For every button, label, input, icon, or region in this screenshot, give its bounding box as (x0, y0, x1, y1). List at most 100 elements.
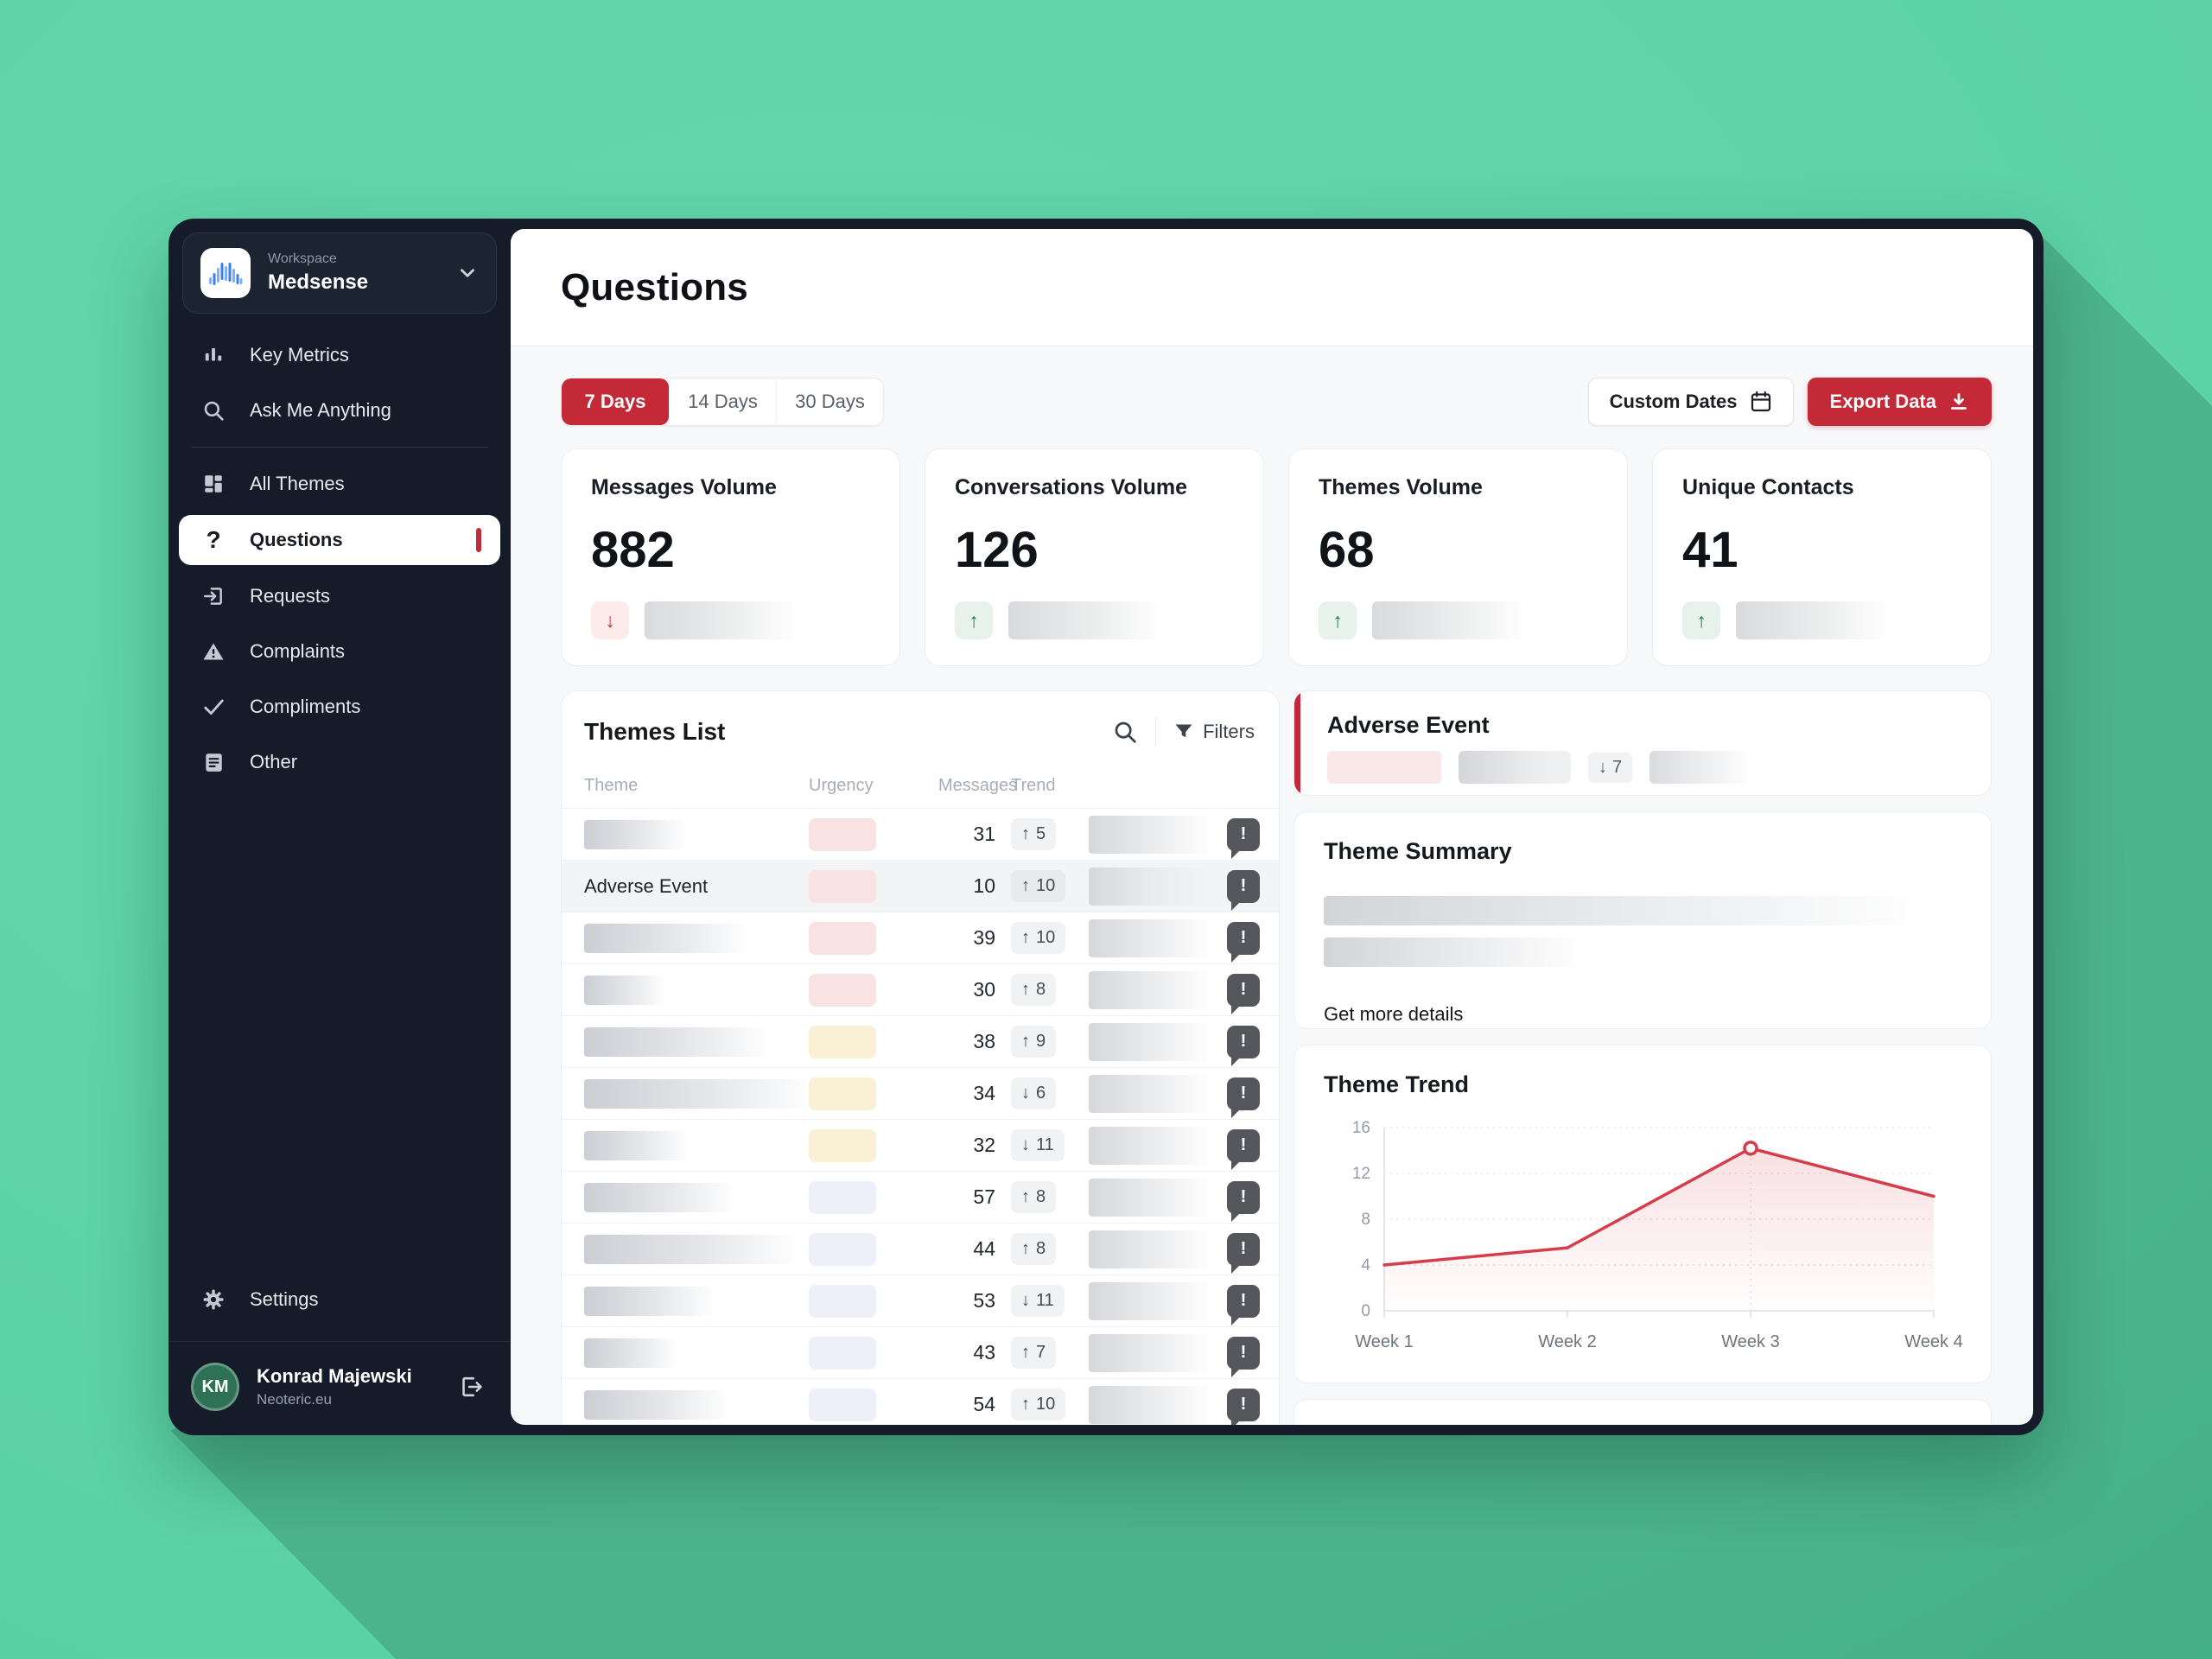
sidebar-item-all-themes[interactable]: All Themes (168, 456, 511, 512)
svg-text:Week 2: Week 2 (1538, 1332, 1596, 1351)
table-row[interactable]: 31 ↑ 5 ! (562, 809, 1279, 861)
workspace-logo-icon (200, 248, 251, 298)
alert-bubble-icon[interactable]: ! (1227, 869, 1260, 911)
table-column-headers: Theme Urgency Messages Trend (562, 764, 1279, 809)
urgency-chip (809, 1336, 876, 1370)
detail-trend-value: 7 (1612, 757, 1623, 777)
sidebar-item-key-metrics[interactable]: Key Metrics (168, 327, 511, 383)
table-row[interactable]: 53 ↓ 11 ! (562, 1275, 1279, 1327)
urgency-chip-placeholder (1327, 751, 1441, 784)
alert-bubble-icon[interactable]: ! (1227, 973, 1260, 1014)
themes-list-header: Themes List Filters (562, 691, 1279, 764)
alert-bubble-icon[interactable]: ! (1227, 1232, 1260, 1274)
urgency-cell (809, 1336, 938, 1370)
page-header: Questions (511, 229, 2033, 346)
table-row[interactable]: 44 ↑ 8 ! (562, 1224, 1279, 1275)
alert-bubble-icon[interactable]: ! (1227, 1388, 1260, 1425)
header-actions: Custom Dates Export Data (1587, 378, 1992, 426)
workspace-switcher[interactable]: Workspace Medsense (182, 232, 497, 314)
alert-bubble-icon[interactable]: ! (1227, 817, 1260, 859)
stat-card-messages-volume: Messages Volume 882 ↓ (561, 448, 900, 666)
trend-cell: ↑ 10 (999, 870, 1082, 902)
column-header-urgency: Urgency (809, 776, 874, 795)
alert-bubble-icon[interactable]: ! (1227, 1336, 1260, 1377)
blurred-meta-chip (1459, 751, 1571, 784)
sidebar-item-questions[interactable]: ? Questions (179, 515, 500, 565)
theme-cell (584, 1130, 809, 1160)
page-content: 7 Days 14 Days 30 Days Custom Dates Expo (511, 346, 2033, 1425)
table-row[interactable]: 38 ↑ 9 ! (562, 1016, 1279, 1068)
custom-dates-button[interactable]: Custom Dates (1587, 378, 1794, 426)
stats-row: Messages Volume 882 ↓ Conversations Volu… (561, 448, 1992, 666)
badge-cell: ! (1225, 1025, 1260, 1066)
sidebar-item-ask-me-anything[interactable]: Ask Me Anything (168, 383, 511, 438)
table-row[interactable]: 54 ↑ 10 ! (562, 1379, 1279, 1425)
search-icon[interactable] (1112, 719, 1138, 745)
alert-bubble-icon[interactable]: ! (1227, 1128, 1260, 1170)
column-header-messages: Messages (938, 776, 1018, 795)
theme-placeholder (584, 1338, 677, 1368)
trend-value: 7 (1036, 1343, 1046, 1362)
filters-button[interactable]: Filters (1173, 721, 1255, 743)
tab-7-days[interactable]: 7 Days (562, 378, 669, 425)
custom-dates-label: Custom Dates (1609, 391, 1738, 412)
table-row[interactable]: Adverse Event 10 ↑ 10 ! (562, 861, 1279, 912)
bar-chart-icon (200, 344, 227, 366)
badge-cell: ! (1225, 1128, 1260, 1170)
tab-30-days[interactable]: 30 Days (776, 378, 883, 425)
badge-cell: ! (1225, 869, 1260, 911)
sidebar-item-complaints[interactable]: Complaints (168, 624, 511, 679)
theme-trend-delta: ↓ 7 (1588, 752, 1633, 783)
trend-cell: ↑ 9 (999, 1026, 1082, 1058)
messages-count: 54 (973, 1393, 995, 1415)
table-row[interactable]: 43 ↑ 7 ! (562, 1327, 1279, 1379)
badge-cell: ! (1225, 1232, 1260, 1274)
messages-count: 38 (973, 1030, 995, 1052)
user-profile[interactable]: KM Konrad Majewski Neoteric.eu (168, 1356, 511, 1416)
trend-value: 8 (1036, 980, 1046, 999)
badge-cell: ! (1225, 1180, 1260, 1222)
stat-label: Unique Contacts (1682, 475, 1854, 499)
table-row[interactable]: 57 ↑ 8 ! (562, 1172, 1279, 1224)
blurred-delta-text (1372, 601, 1526, 639)
sidebar-item-requests[interactable]: Requests (168, 569, 511, 624)
sidebar-item-label: Complaints (250, 640, 346, 662)
search-icon (200, 399, 227, 422)
alert-bubble-icon[interactable]: ! (1227, 1077, 1260, 1118)
table-row[interactable]: 30 ↑ 8 ! (562, 964, 1279, 1016)
trend-arrow: ↓ (1021, 1084, 1030, 1103)
sidebar-item-settings[interactable]: Settings (168, 1272, 511, 1327)
alert-bubble-icon[interactable]: ! (1227, 921, 1260, 963)
stat-trend: ↓ (591, 601, 870, 639)
urgency-cell (809, 817, 938, 851)
workspace-name: Medsense (268, 270, 369, 294)
tab-14-days[interactable]: 14 Days (669, 378, 776, 425)
trend-cell: ↑ 8 (999, 974, 1082, 1006)
alert-bubble-icon[interactable]: ! (1227, 1284, 1260, 1325)
trend-arrow-chip: ↑ (1682, 601, 1720, 639)
warning-triangle-icon (200, 640, 227, 663)
lower-section: Themes List Filters (561, 690, 1992, 1425)
table-row[interactable]: 39 ↑ 10 ! (562, 912, 1279, 964)
urgency-cell (809, 1388, 938, 1421)
avatar: KM (191, 1363, 239, 1411)
table-row[interactable]: 32 ↓ 11 ! (562, 1120, 1279, 1172)
page-title: Questions (561, 265, 748, 308)
blurred-summary-line (1324, 938, 1585, 967)
table-row[interactable]: 34 ↓ 6 ! (562, 1068, 1279, 1120)
sidebar-item-compliments[interactable]: Compliments (168, 679, 511, 734)
sidebar-nav: Key Metrics Ask Me Anything All Themes (168, 327, 511, 790)
stat-label: Themes Volume (1319, 475, 1483, 499)
alert-bubble-icon[interactable]: ! (1227, 1180, 1260, 1222)
sidebar-item-other[interactable]: Other (168, 734, 511, 790)
theme-cell (584, 1338, 809, 1368)
stat-label: Messages Volume (591, 475, 777, 499)
get-more-details-link[interactable]: Get more details (1324, 1003, 1464, 1025)
trend-cell: ↓ 11 (999, 1129, 1082, 1161)
alert-bubble-icon[interactable]: ! (1227, 1025, 1260, 1066)
export-data-button[interactable]: Export Data (1807, 378, 1992, 426)
urgency-chip (809, 1232, 876, 1266)
logout-icon[interactable] (459, 1374, 485, 1400)
question-mark-icon: ? (206, 526, 221, 553)
sparkline-placeholder (1089, 1385, 1218, 1424)
